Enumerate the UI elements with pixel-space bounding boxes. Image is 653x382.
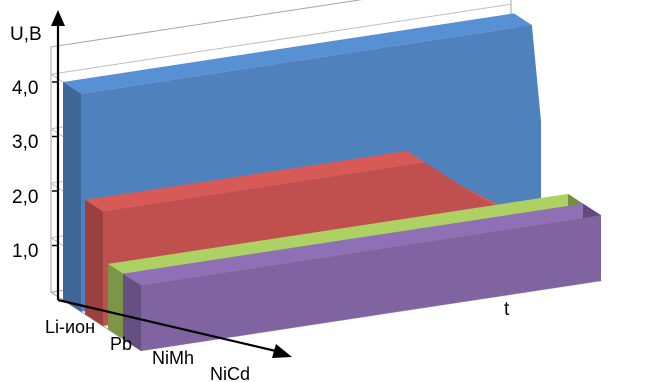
chart-labels: U,B t 4,0 3,0 2,0 1,0 Li-ион Pb NiMh NiC… (10, 24, 510, 382)
ribbon-top-face (123, 203, 601, 286)
ribbon-side-face (108, 263, 126, 341)
series-label-nimh: NiMh (152, 348, 194, 368)
ribbon-front-face (141, 215, 601, 351)
series-label-nicd: NiCd (210, 364, 250, 382)
chart-axes (51, 10, 292, 358)
x-axis-label: t (504, 299, 510, 320)
y-tick-label: 3,0 (12, 132, 38, 153)
depth-axis-arrow (272, 344, 292, 358)
y-tick-label: 4,0 (12, 78, 38, 99)
ribbon-top-face (85, 150, 425, 212)
y-axis-arrow (51, 10, 65, 26)
y-axis-label: U,B (10, 24, 42, 45)
y-tick-label: 2,0 (12, 187, 38, 208)
gridline (50, 3, 512, 75)
series-label-pb: Pb (110, 334, 132, 354)
ribbon-side-face (63, 82, 81, 312)
ribbon-top-face (407, 150, 481, 198)
ribbon-nicd (123, 203, 601, 351)
ribbon-side-face (123, 273, 141, 351)
chart-ribbons (63, 13, 601, 351)
depth-axis-line (57, 298, 281, 354)
ribbon-top-face (63, 13, 532, 94)
ribbon-side-face (85, 199, 103, 326)
series-label-li-ion: Li-ион (45, 317, 95, 337)
y-tick-label: 1,0 (12, 241, 38, 262)
ribbon-top-face (108, 193, 586, 276)
